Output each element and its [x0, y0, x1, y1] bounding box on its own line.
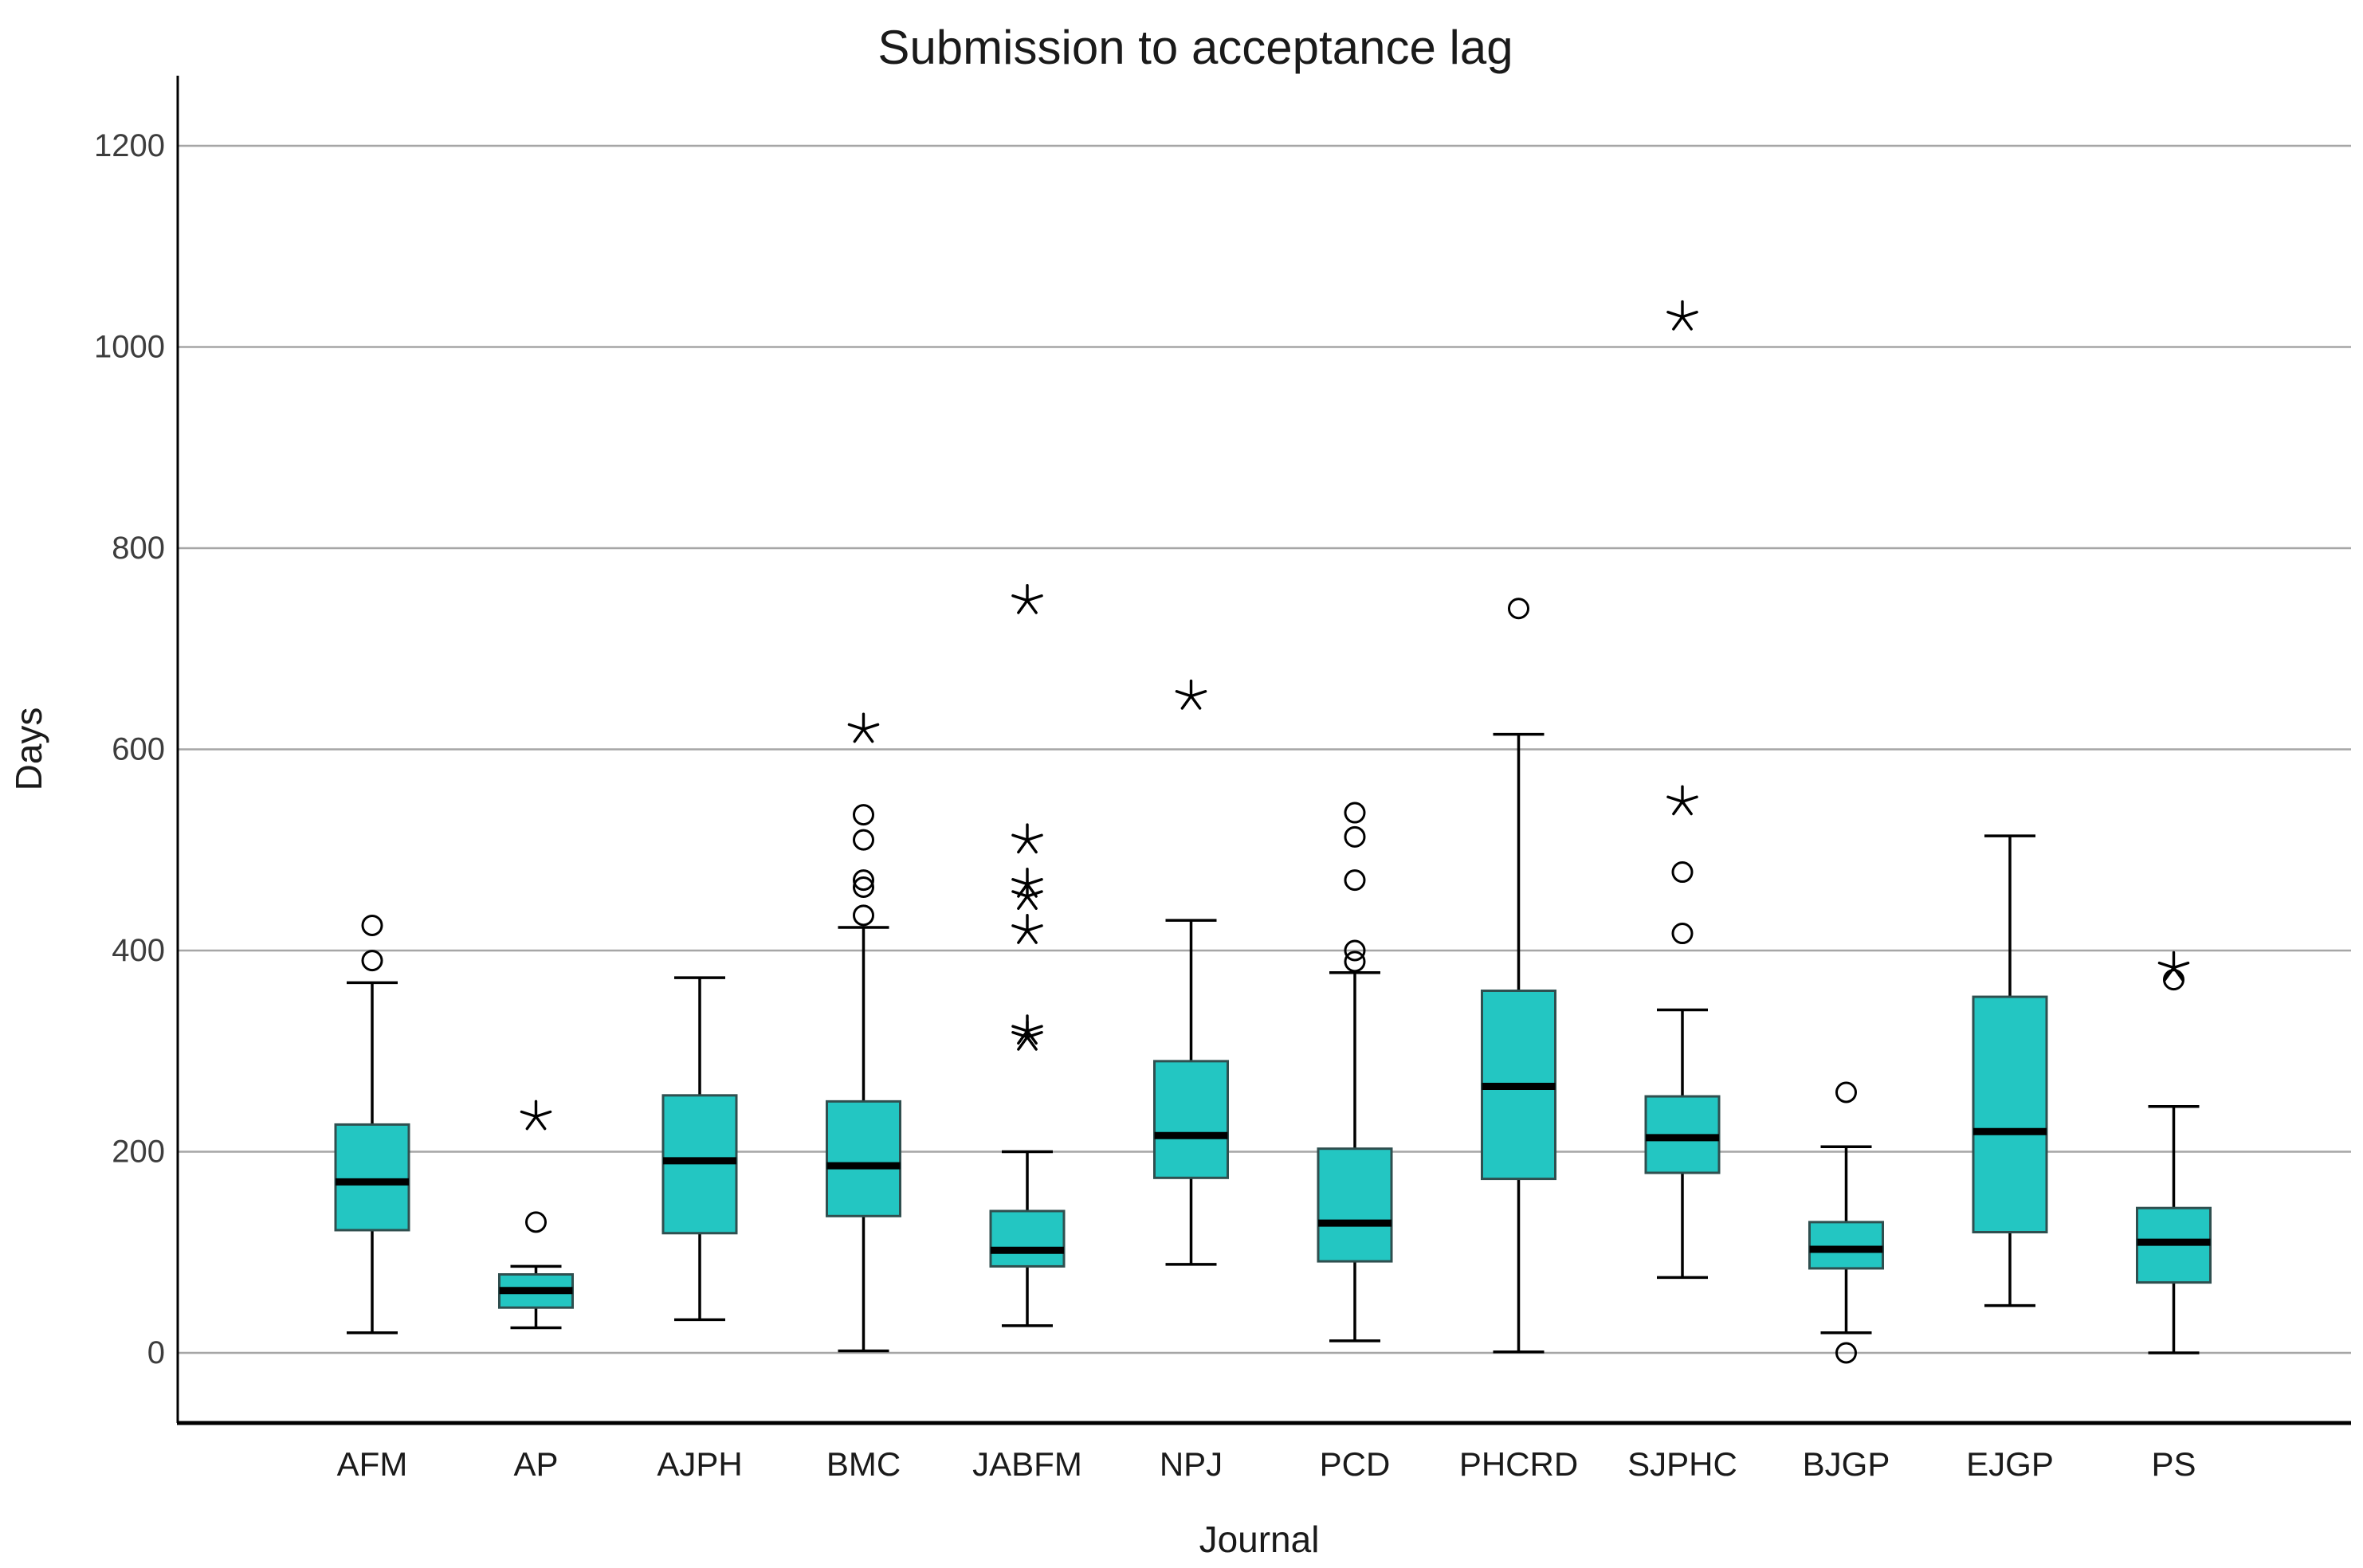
x-category-label-JABFM: JABFM	[972, 1445, 1082, 1483]
outlier-circle	[1344, 825, 1366, 848]
x-axis-title: Journal	[1199, 1519, 1320, 1560]
outlier-star	[1175, 679, 1207, 710]
outlier-circle	[525, 1211, 547, 1233]
boxplot-PS	[2136, 951, 2212, 1354]
outlier-circle	[1671, 923, 1694, 945]
x-category-label-PCD: PCD	[1320, 1445, 1391, 1483]
category-labels-layer: AFM AP AJPH BMC JABFM NPJ PCD PHCRD SJPHC BJGP EJG…	[337, 1445, 2196, 1483]
boxplot-PCD	[1317, 802, 1393, 1343]
y-tick-label-400: 400	[112, 933, 165, 968]
outlier-star	[1666, 300, 1698, 331]
outlier-circle	[1344, 869, 1366, 892]
outlier-circle	[853, 904, 874, 927]
boxplot-BMC	[826, 712, 901, 1353]
x-category-label-AJPH: AJPH	[657, 1445, 742, 1483]
iqr-box	[1153, 1060, 1229, 1179]
x-category-label-AP: AP	[513, 1445, 558, 1483]
axes-layer	[176, 76, 2351, 1425]
iqr-box	[1972, 995, 2048, 1233]
outlier-circle	[1344, 802, 1366, 824]
iqr-box	[989, 1209, 1066, 1268]
y-axis-title: Days	[8, 708, 49, 791]
outlier-star	[2157, 951, 2190, 982]
outlier-star	[1011, 880, 1043, 910]
iqr-box	[1808, 1221, 1884, 1270]
outlier-star	[1666, 785, 1698, 816]
outlier-circle	[1344, 951, 1366, 973]
boxplot-BJGP	[1808, 1081, 1884, 1364]
outlier-circle	[1508, 598, 1529, 620]
y-tick-label-200: 200	[112, 1135, 165, 1170]
y-tick-label-1000: 1000	[94, 330, 165, 365]
y-tick-labels-layer: 0 200 400 600 800 1000 1200	[94, 128, 165, 1370]
x-category-label-EJGP: EJGP	[1966, 1445, 2054, 1483]
outlier-circle	[1671, 861, 1694, 884]
x-category-label-BJGP: BJGP	[1803, 1445, 1890, 1483]
boxplot-NPJ	[1153, 679, 1229, 1266]
outlier-star	[1011, 1020, 1043, 1051]
outlier-star	[1011, 914, 1043, 944]
x-category-label-PS: PS	[2151, 1445, 2196, 1483]
y-tick-label-0: 0	[147, 1335, 165, 1370]
boxplot-JABFM	[989, 583, 1066, 1327]
x-category-label-NPJ: NPJ	[1160, 1445, 1223, 1483]
x-category-label-BMC: BMC	[826, 1445, 901, 1483]
y-tick-label-1200: 1200	[94, 128, 165, 163]
y-tick-label-800: 800	[112, 531, 165, 566]
chart-title: Submission to acceptance lag	[877, 21, 1513, 74]
outlier-star	[1011, 823, 1043, 854]
outlier-star	[1011, 1014, 1043, 1045]
boxplots-layer	[334, 300, 2212, 1364]
iqr-box	[334, 1123, 410, 1232]
x-category-label-SJPHC: SJPHC	[1627, 1445, 1737, 1483]
outlier-circle	[361, 914, 383, 936]
boxplot-SJPHC	[1644, 300, 1721, 1280]
outlier-circle	[1344, 939, 1366, 962]
iqr-box	[826, 1100, 901, 1217]
outlier-circle	[2163, 969, 2184, 991]
outlier-circle	[853, 829, 874, 851]
outlier-star	[1011, 583, 1043, 614]
outlier-circle	[361, 950, 383, 972]
y-tick-label-600: 600	[112, 732, 165, 767]
x-category-label-AFM: AFM	[337, 1445, 408, 1483]
boxplot-AJPH	[661, 976, 738, 1322]
gridlines-layer	[178, 144, 2351, 1354]
boxplot-AP	[498, 1100, 574, 1330]
outlier-circle	[853, 869, 874, 892]
outlier-star	[520, 1100, 552, 1131]
iqr-box	[1317, 1147, 1393, 1263]
outlier-circle	[853, 876, 874, 898]
x-category-label-PHCRD: PHCRD	[1459, 1445, 1578, 1483]
outlier-circle	[853, 804, 874, 826]
boxplot-PHCRD	[1481, 598, 1556, 1354]
outlier-circle	[1835, 1342, 1857, 1364]
outlier-star	[847, 712, 880, 743]
boxplot-EJGP	[1972, 834, 2048, 1307]
boxplot-AFM	[334, 914, 410, 1335]
outlier-circle	[1835, 1081, 1857, 1103]
